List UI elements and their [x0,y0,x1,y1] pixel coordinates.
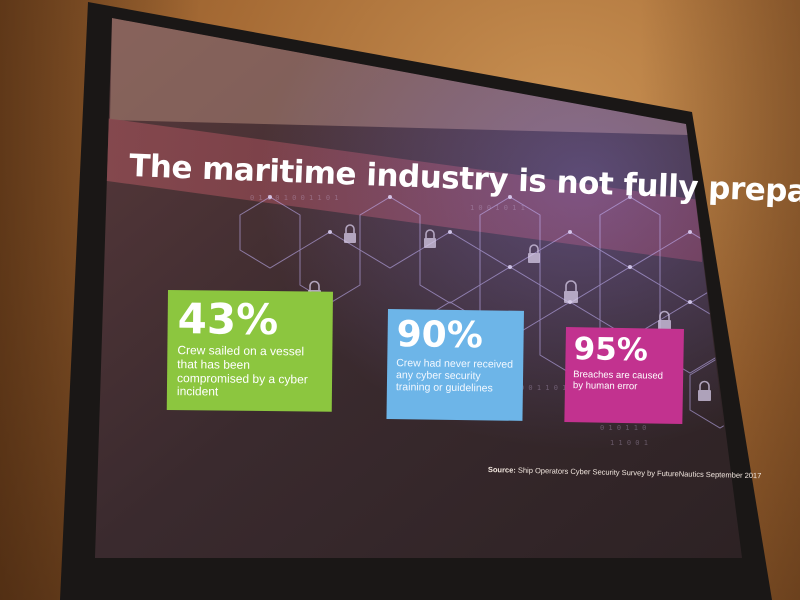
svg-text:1 0 0 1 0 1 1: 1 0 0 1 0 1 1 [470,204,525,212]
stat-value: 43% [177,294,279,345]
binary-code-graphic: 0 1 1 0 1 0 0 1 1 0 1 1 0 0 1 0 1 1 0 1 … [250,194,648,447]
stat-description: Breaches are caused by human error [572,369,664,393]
svg-text:0 1 1 0 1 0 0 1 1 0 1: 0 1 1 0 1 0 0 1 1 0 1 [250,194,339,202]
stat-description: Crew sailed on a vessel that has been co… [176,343,308,399]
source-label: Source: [487,465,516,475]
svg-text:1 1 0 0 1: 1 1 0 0 1 [610,439,648,447]
stat-card-no-training: 90% Crew had never received any cyber se… [386,309,524,421]
padlock-icon [528,244,540,263]
stat-value: 95% [573,331,649,369]
padlock-icon [698,380,711,401]
stat-card-human-error: 95% Breaches are caused by human error [564,327,684,425]
svg-text:0 0 1 1 0 1: 0 0 1 1 0 1 [520,384,566,392]
network-nodes [268,195,692,304]
stat-card-crew-compromised: 43% Crew sailed on a vessel that has bee… [166,290,333,412]
svg-text:0 1 0 1 1 0: 0 1 0 1 1 0 [600,424,646,432]
padlock-icon [564,280,578,303]
padlock-icon [424,229,436,248]
stat-description: Crew had never received any cyber securi… [395,357,514,395]
stat-value: 90% [396,314,484,357]
padlock-icon [344,224,356,243]
